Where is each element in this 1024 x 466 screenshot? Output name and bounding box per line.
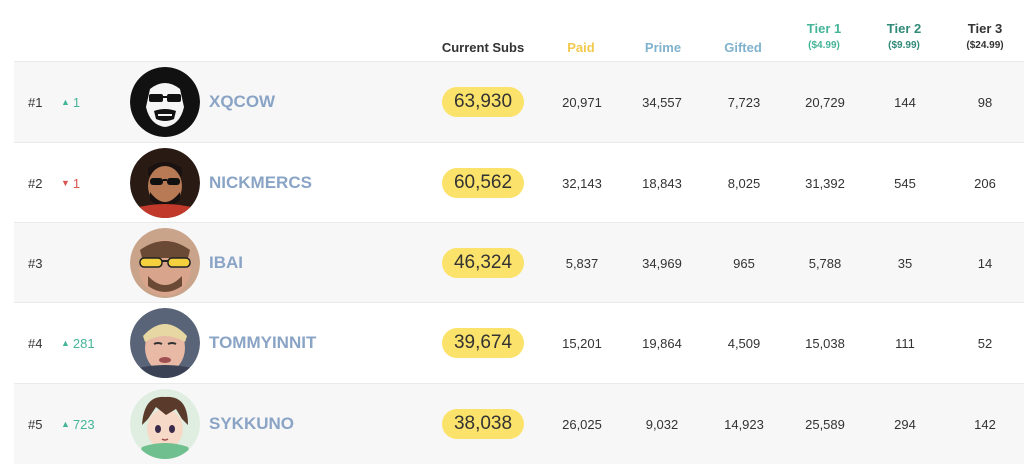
- header-paid[interactable]: Paid: [567, 40, 595, 55]
- current-subs: 46,324: [438, 223, 528, 303]
- rank-change-value: 281: [72, 335, 95, 351]
- header-gifted[interactable]: Gifted: [724, 40, 762, 55]
- tier2-value: 111: [895, 335, 915, 351]
- current-subs: 39,674: [438, 303, 528, 383]
- tier1-value: 5,788: [808, 255, 842, 271]
- tier3-value: 52: [977, 335, 993, 351]
- rank-change: [61, 223, 121, 303]
- current-subs: 60,562: [438, 143, 528, 223]
- prime-value: 9,032: [645, 416, 679, 432]
- arrow-up-icon: ▲: [61, 338, 70, 348]
- rank-change-value: 1: [72, 94, 81, 110]
- table-row[interactable]: #5 ▲ 723 SYKKUNO 38,038 26,025 9,032 14,…: [14, 383, 1024, 464]
- sunglasses-man-avatar-icon[interactable]: [130, 148, 200, 218]
- current-subs-pill: 63,930: [441, 87, 525, 117]
- current-subs: 63,930: [438, 62, 528, 142]
- rank: #4: [28, 335, 43, 351]
- rank-change: ▲ 1: [61, 62, 121, 142]
- table-header: Current Subs Paid Prime Gifted Tier 1 ($…: [0, 0, 1024, 62]
- arrow-up-icon: ▲: [61, 419, 70, 429]
- tier1-value: 20,729: [805, 94, 845, 110]
- paid-value: 32,143: [562, 175, 602, 191]
- rank-change: ▲ 723: [61, 384, 121, 464]
- streamer-name-link[interactable]: IBAI: [209, 253, 243, 272]
- current-subs-pill: 60,562: [441, 168, 525, 198]
- tier3-value: 206: [974, 175, 996, 191]
- gifted-value: 8,025: [727, 175, 761, 191]
- rank: #5: [28, 416, 43, 432]
- tier1-value: 31,392: [805, 175, 845, 191]
- streamer-name-link[interactable]: TOMMYINNIT: [209, 333, 317, 352]
- current-subs-pill: 39,674: [441, 328, 525, 358]
- table-row[interactable]: #2 ▼ 1 NICKMERCS 60,562 32,143 18,843 8,…: [14, 142, 1024, 223]
- table-row[interactable]: #3 IBAI 46,324 5,837 34,969 965 5,788 35…: [14, 222, 1024, 303]
- header-tier1-label: Tier 1: [806, 21, 842, 36]
- rank-change: ▼ 1: [61, 143, 121, 223]
- header-current-subs[interactable]: Current Subs: [441, 40, 525, 55]
- arrow-up-icon: ▲: [61, 97, 70, 107]
- current-subs-pill: 38,038: [441, 409, 525, 439]
- gifted-value: 965: [733, 255, 755, 271]
- paid-value: 15,201: [562, 335, 602, 351]
- header-tier2-price: ($9.99): [888, 40, 920, 51]
- prime-value: 34,969: [642, 255, 682, 271]
- tier2-value: 294: [894, 416, 916, 432]
- tier1-value: 15,038: [805, 335, 845, 351]
- tier3-value: 14: [977, 255, 993, 271]
- rank: #3: [28, 255, 43, 271]
- rank-change-value: 723: [72, 416, 95, 432]
- current-subs: 38,038: [438, 384, 528, 464]
- header-tier3-label: Tier 3: [967, 21, 1003, 36]
- streamer-name-link[interactable]: SYKKUNO: [209, 414, 295, 433]
- paid-value: 5,837: [565, 255, 599, 271]
- header-tier2-label: Tier 2: [886, 21, 922, 36]
- header-tier1[interactable]: Tier 1 ($4.99): [794, 21, 854, 51]
- rank: #2: [28, 175, 43, 191]
- table-row[interactable]: #1 ▲ 1 XQCOW 63,930 20,971 34,557 7,723 …: [14, 61, 1024, 142]
- gorilla-avatar-icon[interactable]: [130, 67, 200, 137]
- paid-value: 26,025: [562, 416, 602, 432]
- header-tier2[interactable]: Tier 2 ($9.99): [874, 21, 934, 51]
- current-subs-pill: 46,324: [441, 248, 525, 278]
- header-tier3-price: ($24.99): [966, 40, 1004, 51]
- header-prime[interactable]: Prime: [644, 40, 682, 55]
- arrow-down-icon: ▼: [61, 178, 70, 188]
- paid-value: 20,971: [562, 94, 602, 110]
- gifted-value: 4,509: [727, 335, 761, 351]
- rank-change: ▲ 281: [61, 303, 121, 383]
- prime-value: 19,864: [642, 335, 682, 351]
- rank-change-value: 1: [72, 175, 81, 191]
- yellow-glasses-avatar-icon[interactable]: [130, 228, 200, 298]
- streamer-name-link[interactable]: NICKMERCS: [209, 173, 312, 192]
- tier3-value: 98: [977, 94, 993, 110]
- streamer-name-link[interactable]: XQCOW: [209, 92, 276, 111]
- tier3-value: 142: [974, 416, 996, 432]
- header-tier3[interactable]: Tier 3 ($24.99): [955, 21, 1015, 51]
- gifted-value: 7,723: [727, 94, 761, 110]
- rank: #1: [28, 94, 43, 110]
- blonde-boy-avatar-icon[interactable]: [130, 308, 200, 378]
- table-row[interactable]: #4 ▲ 281 TOMMYINNIT 39,674 15,201 19,864…: [14, 302, 1024, 383]
- gifted-value: 14,923: [724, 416, 764, 432]
- header-tier1-price: ($4.99): [808, 40, 840, 51]
- tier1-value: 25,589: [805, 416, 845, 432]
- tier2-value: 144: [894, 94, 916, 110]
- prime-value: 18,843: [642, 175, 682, 191]
- prime-value: 34,557: [642, 94, 682, 110]
- anime-boy-avatar-icon[interactable]: [130, 389, 200, 459]
- tier2-value: 35: [897, 255, 913, 271]
- tier2-value: 545: [894, 175, 916, 191]
